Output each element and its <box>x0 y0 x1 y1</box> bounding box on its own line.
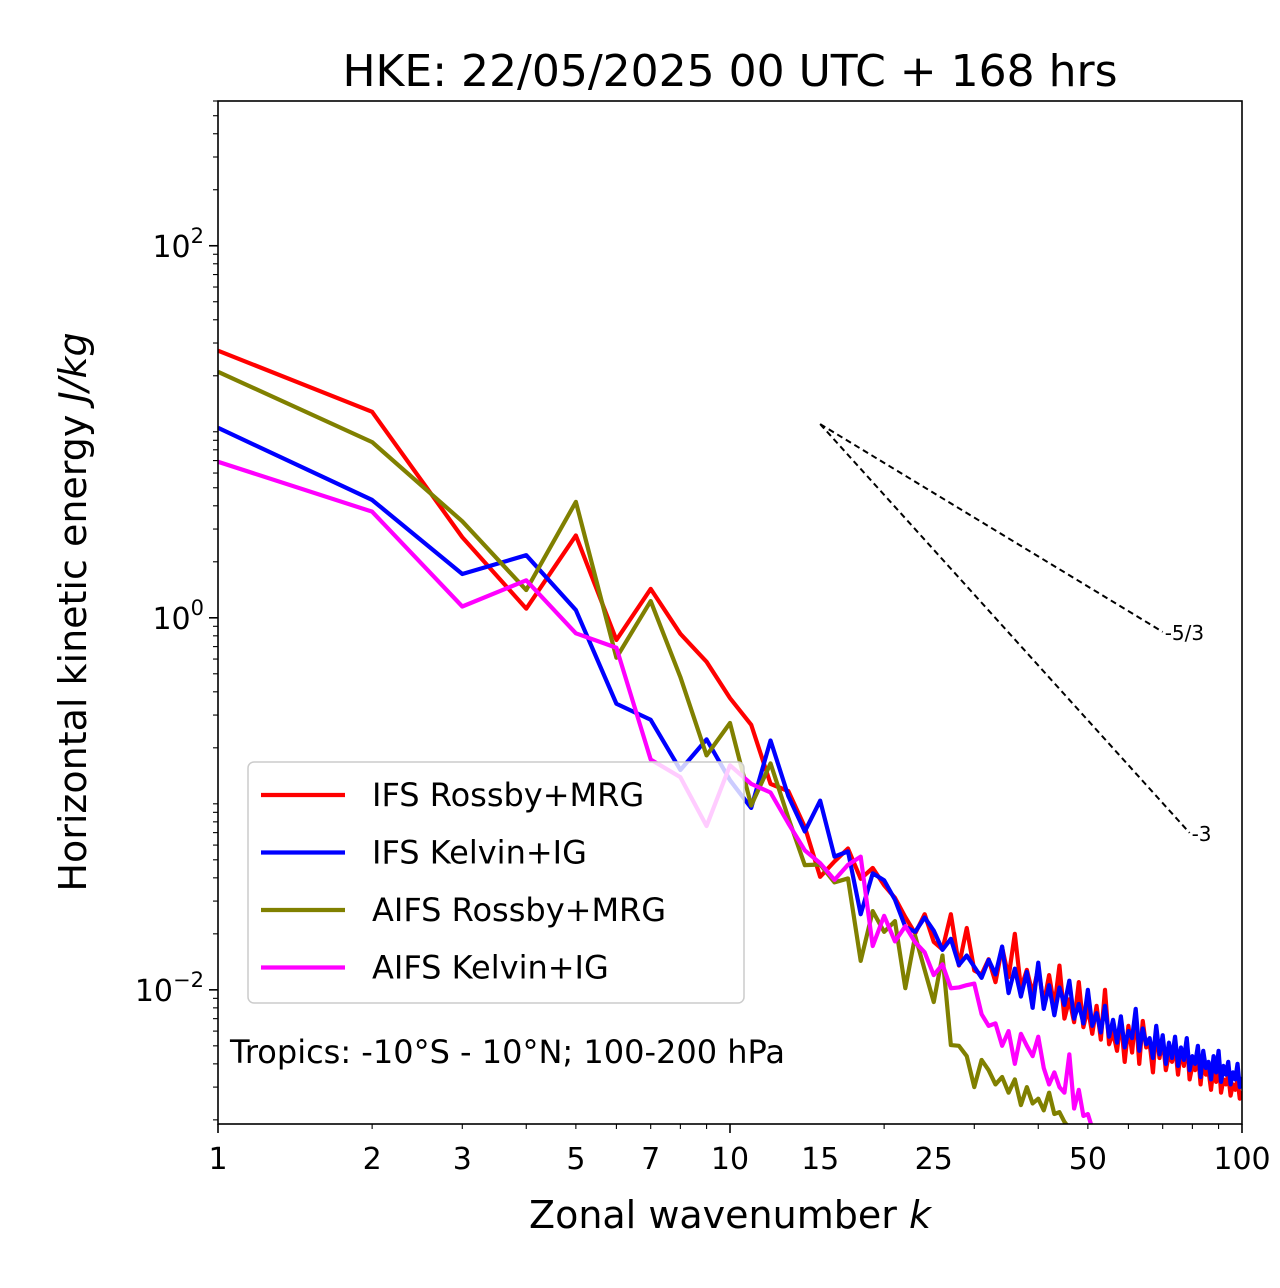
legend-label-2: IFS Kelvin+IG <box>372 834 587 872</box>
series-line-3 <box>218 369 1069 1124</box>
series-line-2 <box>218 425 1242 1090</box>
legend-label-4: AIFS Kelvin+IG <box>372 949 609 987</box>
y-tick-label: 102 <box>152 224 204 265</box>
x-tick-label: 7 <box>641 1142 660 1177</box>
y-axis-label-unit: J/kg <box>51 332 95 409</box>
legend-box <box>247 761 745 1004</box>
x-axis-label-var: k <box>909 1193 933 1237</box>
reference-slopes: -5/3 -3 <box>819 423 1212 846</box>
x-tick-label: 1 <box>208 1142 227 1177</box>
x-axis-label-text: Zonal wavenumber <box>529 1193 909 1237</box>
y-tick-label: 100 <box>152 596 204 637</box>
x-tick-label: 2 <box>363 1142 382 1177</box>
slope-label-2: -3 <box>1192 822 1212 846</box>
x-axis-label: Zonal wavenumber k <box>529 1193 933 1237</box>
x-tick-label: 10 <box>711 1142 749 1177</box>
x-tick-label: 50 <box>1069 1142 1107 1177</box>
legend-label-3: AIFS Rossby+MRG <box>372 891 666 929</box>
x-tick-label: 15 <box>801 1142 839 1177</box>
slope-label-1: -5/3 <box>1165 621 1204 645</box>
slope-line-1 <box>819 423 1164 633</box>
x-tick-label: 100 <box>1213 1142 1270 1177</box>
x-tick-label: 25 <box>915 1142 953 1177</box>
y-axis: 102 100 10−2 <box>135 100 218 1121</box>
region-annotation: Tropics: -10°S - 10°N; 100-200 hPa <box>229 1033 785 1071</box>
x-tick-label: 3 <box>453 1142 472 1177</box>
legend-label-1: IFS Rossby+MRG <box>372 776 644 814</box>
legend: IFS Rossby+MRG IFS Kelvin+IG AIFS Rossby+M… <box>247 761 745 1004</box>
x-axis: 1 2 3 5 7 10 15 25 50 100 <box>208 1124 1271 1177</box>
x-tick-label: 5 <box>566 1142 585 1177</box>
chart-title: HKE: 22/05/2025 00 UTC + 168 hrs <box>342 46 1117 97</box>
y-axis-label-text: Horizontal kinetic energy <box>51 403 95 892</box>
y-axis-label: Horizontal kinetic energy J/kg <box>51 332 95 891</box>
y-tick-label: 10−2 <box>135 968 204 1009</box>
slope-line-2 <box>819 423 1191 834</box>
